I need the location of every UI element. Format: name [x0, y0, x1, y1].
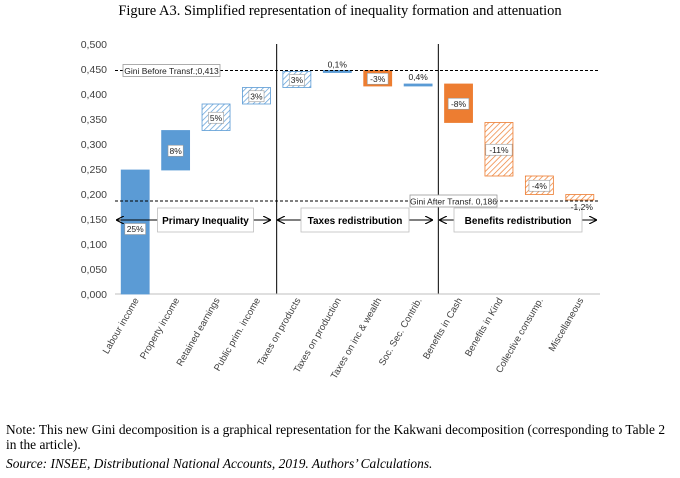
- data-label: -11%: [489, 145, 509, 155]
- reference-label-before: Gini Before Transf.;0,413: [124, 66, 219, 76]
- x-tick-label: Miscellaneous: [547, 296, 587, 354]
- reference-label-after: Gini After Transf. 0,186: [410, 197, 497, 207]
- data-label: 0,1%: [328, 60, 348, 70]
- section-label-box: [300, 207, 410, 233]
- bar: [403, 83, 433, 87]
- x-tick-label: Taxes on products: [255, 296, 303, 368]
- y-tick-label: 0,200: [81, 189, 107, 201]
- y-tick-label: 0,500: [81, 39, 107, 51]
- waterfall-chart: 0,000 0,050 0,100 0,150 0,200 0,250 0,300 0,350…: [81, 39, 600, 381]
- x-tick-label: Benefits in Cash: [421, 296, 465, 361]
- data-label-box: [288, 74, 305, 86]
- data-label-box: [208, 111, 224, 124]
- data-label-box: [248, 90, 265, 103]
- data-label-box: [447, 97, 470, 110]
- data-label: 8%: [169, 146, 182, 156]
- data-label: -3%: [370, 74, 386, 84]
- y-tick-label: 0,150: [81, 214, 107, 226]
- section-label: Benefits redistribution: [465, 216, 572, 227]
- y-tick-label: 0,100: [81, 239, 107, 251]
- y-tick-label: 0,400: [81, 89, 107, 101]
- x-tick-label: Retained earnings: [175, 296, 223, 368]
- section-label: Taxes redistribution: [308, 216, 403, 227]
- y-tick-label: 0,050: [81, 264, 107, 276]
- data-label: 5%: [210, 113, 223, 123]
- section-label-box: [157, 207, 254, 233]
- data-label: -4%: [532, 181, 548, 191]
- y-tick-label: 0,350: [81, 114, 107, 126]
- data-label: 0,4%: [408, 72, 428, 82]
- x-tick-label: Soc. Sec. Contrib.: [377, 296, 425, 368]
- y-tick-label: 0,250: [81, 164, 107, 176]
- data-label: -8%: [451, 99, 467, 109]
- data-label-box: [124, 223, 146, 235]
- y-tick-label: 0,000: [81, 289, 107, 301]
- data-label-box: [528, 179, 551, 192]
- data-label: 3%: [291, 75, 304, 85]
- data-label-box: [485, 143, 513, 156]
- bar: [565, 194, 595, 201]
- y-tick-label: 0,450: [81, 64, 107, 76]
- reference-label-box: [409, 194, 498, 208]
- x-tick-label: Property income: [138, 296, 182, 361]
- data-label: -1,2%: [571, 202, 594, 212]
- figure-note: Note: This new Gini decomposition is a g…: [6, 422, 666, 452]
- y-tick-label: 0,300: [81, 139, 107, 151]
- reference-label-box: [122, 64, 221, 77]
- data-label-box: [367, 72, 389, 85]
- x-tick-label: Benefits in Kind: [463, 296, 506, 359]
- section-label-box: [453, 207, 583, 233]
- data-label: 3%: [250, 91, 263, 101]
- data-label: 25%: [127, 224, 144, 234]
- figure-source: Source: INSEE, Distributional National A…: [6, 456, 433, 471]
- section-label: Primary Inequality: [162, 216, 249, 227]
- bar: [161, 130, 191, 171]
- data-label-box: [167, 144, 184, 157]
- figure-title: Figure A3. Simplified representation of …: [118, 3, 562, 19]
- x-tick-label: Labour income: [101, 296, 142, 356]
